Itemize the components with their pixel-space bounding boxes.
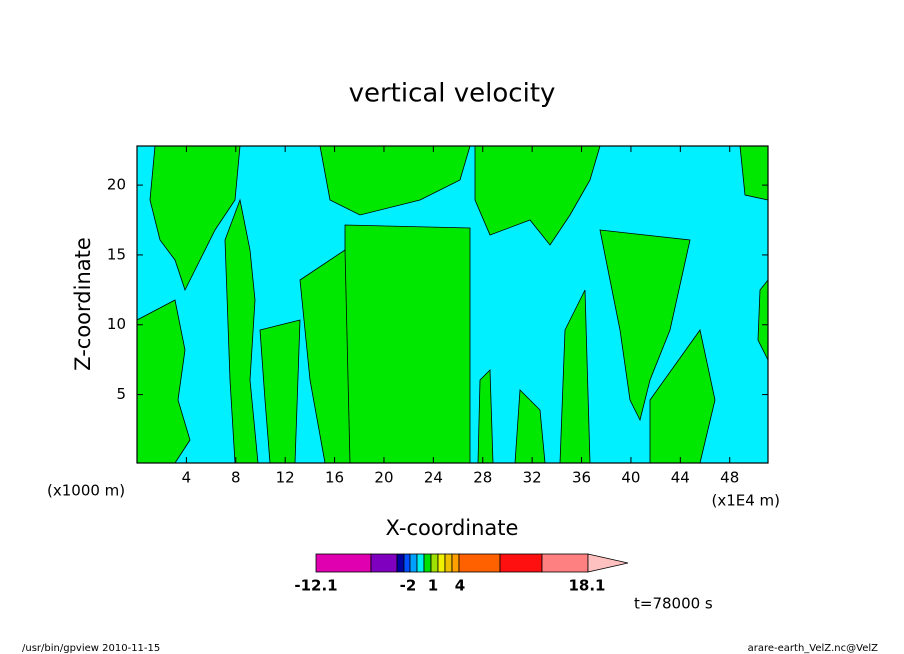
x-tick-label: 4 — [182, 469, 192, 487]
x-tick-label: 44 — [671, 469, 690, 487]
plot-frame — [136, 145, 769, 464]
colorbar-segment — [444, 553, 453, 573]
y-tick-label: 15 — [107, 245, 126, 263]
x-tick-label: 28 — [473, 469, 492, 487]
colorbar-segment — [430, 553, 439, 573]
colorbar-label: 4 — [455, 577, 465, 595]
x-tick-label: 40 — [621, 469, 640, 487]
colorbar-label: 18.1 — [568, 577, 605, 595]
colorbar-segment — [499, 553, 543, 573]
footer-left: /usr/bin/gpview 2010-11-15 — [22, 643, 160, 654]
colorbar-label: 1 — [428, 577, 438, 595]
x-tick-label: 24 — [424, 469, 443, 487]
y-tick-label: 10 — [107, 315, 126, 333]
colorbar-segment — [451, 553, 460, 573]
x-tick-label: 32 — [523, 469, 542, 487]
positive-regions — [136, 145, 769, 464]
colorbar-segment — [396, 553, 405, 573]
y-tick-label: 20 — [107, 176, 126, 194]
x-tick-label: 48 — [720, 469, 739, 487]
x-tick-label: 16 — [325, 469, 344, 487]
colorbar-segment — [403, 553, 411, 573]
colorbar-segment — [315, 553, 372, 573]
colorbar-segment — [423, 553, 432, 573]
colorbar-segment — [437, 553, 446, 573]
colorbar-label: -2 — [400, 577, 417, 595]
x-axis-label: X-coordinate — [386, 516, 519, 540]
colorbar-label: -12.1 — [294, 577, 337, 595]
x-unit-left: (x1000 m) — [47, 482, 125, 500]
time-label: t=78000 s — [634, 595, 713, 613]
x-tick-label: 12 — [276, 469, 295, 487]
colorbar-segment — [409, 553, 418, 573]
colorbar-segment — [458, 553, 501, 573]
colorbar-segment — [416, 553, 425, 573]
colorbar-extension — [587, 553, 629, 573]
footer-right: arare-earth_VelZ.nc@VelZ — [748, 643, 879, 654]
y-tick-label: 5 — [116, 385, 126, 403]
y-axis-label: Z-coordinate — [71, 237, 95, 371]
colorbar-segment — [370, 553, 398, 573]
colorbar-segment — [541, 553, 589, 573]
x-tick-label: 36 — [572, 469, 591, 487]
x-tick-label: 20 — [374, 469, 393, 487]
x-tick-label: 8 — [231, 469, 241, 487]
x-unit-right: (x1E4 m) — [711, 492, 780, 510]
chart-title: vertical velocity — [349, 79, 556, 109]
